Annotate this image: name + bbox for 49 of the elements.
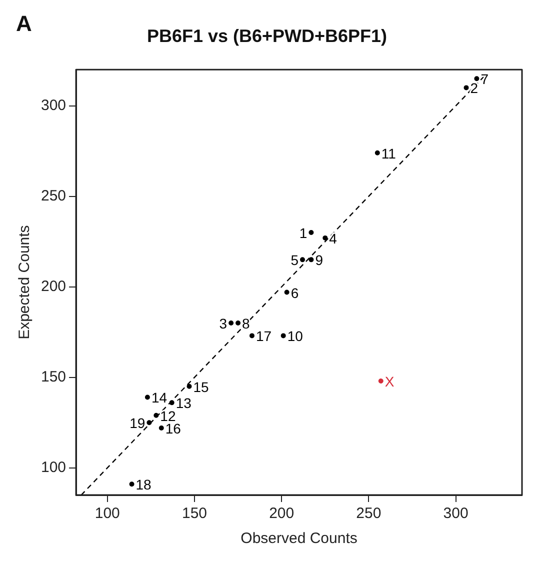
series-label: 18 — [136, 476, 152, 493]
chart-title: PB6F1 vs (B6+PWD+B6PF1) — [146, 26, 388, 46]
y-tick-label: 300 — [40, 96, 66, 114]
point — [158, 426, 164, 431]
point — [228, 320, 234, 326]
series-label: 10 — [287, 328, 304, 344]
point — [308, 230, 314, 236]
x-tick-label: 100 — [94, 505, 120, 522]
series-label: 3 — [219, 316, 228, 332]
series-label: 19 — [130, 415, 146, 432]
x-tick-label: 200 — [269, 505, 294, 522]
point — [322, 235, 328, 240]
series-label: 1 — [299, 225, 308, 242]
point — [464, 85, 469, 90]
y-tick-label: 100 — [40, 458, 66, 476]
point — [378, 378, 384, 384]
x-tick-label: 300 — [443, 505, 468, 522]
text: A — [16, 11, 32, 36]
point — [129, 482, 134, 487]
point — [144, 394, 150, 400]
y-tick-label: 200 — [40, 278, 66, 295]
point — [374, 150, 380, 156]
series-label: 8 — [242, 316, 250, 332]
point — [280, 333, 286, 338]
y-tick-label: 250 — [40, 187, 66, 204]
point — [474, 76, 480, 82]
y-axis-title: Expected Counts — [16, 225, 34, 340]
x-tick-label: 250 — [356, 505, 382, 522]
point — [300, 257, 305, 262]
point — [308, 257, 314, 262]
series-label: 17 — [256, 328, 272, 344]
series-label: 2 — [470, 80, 478, 96]
series-label: 4 — [329, 230, 338, 246]
series-label: 5 — [290, 252, 299, 268]
x-tick-label: 150 — [182, 505, 208, 522]
series-label: 9 — [315, 252, 324, 268]
series-label: 14 — [151, 390, 168, 406]
series-label: 13 — [176, 395, 192, 412]
series-label: 6 — [290, 284, 299, 301]
series-label: 11 — [381, 145, 396, 162]
series-label: 7 — [480, 71, 489, 88]
point — [236, 320, 241, 326]
series-label: 15 — [193, 378, 210, 395]
point — [249, 333, 254, 338]
series-label: X — [384, 373, 395, 390]
y-tick-label: 150 — [40, 368, 66, 386]
point — [186, 384, 192, 389]
point — [284, 290, 290, 295]
x-axis-title: Observed Counts — [240, 530, 358, 548]
